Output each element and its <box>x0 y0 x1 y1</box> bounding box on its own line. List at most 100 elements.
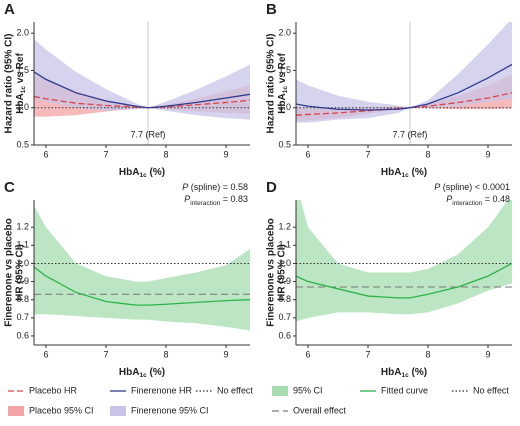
legend-label: Fitted curve <box>381 385 428 395</box>
y-axis-label: HR (95% CI) <box>277 244 288 301</box>
text-part: (%) <box>147 367 165 378</box>
curve <box>296 63 512 111</box>
text-part: HbA <box>381 167 402 178</box>
y-tick-label: 0.6 <box>278 330 291 340</box>
y-tick-label: 0.8 <box>278 294 291 304</box>
y-tick-label: 1.0 <box>278 258 291 268</box>
text-part: = 0.48 <box>482 194 510 204</box>
x-tick-label: 7 <box>103 149 108 159</box>
y-tick-label: 0.9 <box>278 276 291 286</box>
ci-band <box>34 205 250 331</box>
panel-label: C <box>4 179 15 196</box>
y-tick-label: 1.5 <box>278 65 291 75</box>
y-tick-label: 2.0 <box>16 28 29 38</box>
text-part: vs Ref <box>277 53 288 86</box>
x-tick-label: 6 <box>305 349 310 359</box>
text-part: interaction <box>190 200 220 207</box>
x-axis-label: HbA1c (%) <box>119 167 165 180</box>
y-tick-label: 0.5 <box>278 139 291 149</box>
ci-band <box>296 22 512 123</box>
panel-label: D <box>266 179 277 196</box>
x-axis-label: HbA1c (%) <box>381 167 427 180</box>
y-tick-label: 1.1 <box>278 240 291 250</box>
text-part: vs Ref <box>15 53 26 86</box>
y-axis-label: Finerenone vs placebo <box>266 218 277 326</box>
curve <box>296 262 512 299</box>
text-part: (spline) = 0.58 <box>188 182 248 192</box>
y-tick-label: 1.0 <box>16 102 29 112</box>
legend-label: Placebo 95% CI <box>29 405 94 415</box>
ci-band <box>34 39 250 120</box>
curve <box>34 71 250 109</box>
text-part: (%) <box>409 367 427 378</box>
curve <box>34 266 250 306</box>
y-axis-label: Hazard ratio (95% CI) <box>266 33 277 133</box>
x-tick-label: 7 <box>103 349 108 359</box>
text-part: P <box>184 194 190 204</box>
ref-label: 7.7 (Ref) <box>392 129 427 139</box>
legend-swatch <box>272 386 288 396</box>
y-tick-label: 0.9 <box>16 276 29 286</box>
plot-area <box>34 22 250 145</box>
x-tick-label: 6 <box>43 149 48 159</box>
y-axis-label: HbA1c vs Ref <box>15 53 28 114</box>
x-tick-label: 9 <box>485 149 490 159</box>
legend-label: Placebo HR <box>29 385 78 395</box>
text-part: 1c <box>282 86 289 94</box>
panel-label: A <box>4 1 15 18</box>
annotation: Pinteraction = 0.48 <box>446 194 510 207</box>
x-tick-label: 9 <box>223 149 228 159</box>
text-part: P <box>182 182 188 192</box>
annotation: P (spline) < 0.0001 <box>434 182 510 192</box>
legend-swatch <box>110 406 126 416</box>
plot-area <box>296 22 512 145</box>
x-tick-label: 6 <box>305 149 310 159</box>
x-tick-label: 7 <box>365 149 370 159</box>
legend-label: No effect <box>473 385 509 395</box>
legend-label: Finerenone HR <box>131 385 193 395</box>
y-axis-label: HR (95% CI) <box>15 244 26 301</box>
text-part: HbA <box>277 93 288 114</box>
legend-label: No effect <box>217 385 253 395</box>
text-part: HbA <box>15 93 26 114</box>
text-part: 1c <box>20 86 27 94</box>
text-part: interaction <box>452 200 482 207</box>
y-axis-label: Hazard ratio (95% CI) <box>4 33 15 133</box>
y-tick-label: 1.1 <box>16 240 29 250</box>
y-axis-label: Finerenone vs placebo <box>4 218 15 326</box>
y-tick-label: 1.2 <box>278 222 291 232</box>
text-part: (spline) < 0.0001 <box>440 182 510 192</box>
x-tick-label: 6 <box>43 349 48 359</box>
text-part: 1c <box>401 172 409 179</box>
text-part: (%) <box>409 167 427 178</box>
y-tick-label: 1.5 <box>16 65 29 75</box>
y-tick-label: 1.2 <box>16 222 29 232</box>
text-part: (%) <box>147 167 165 178</box>
x-tick-label: 8 <box>163 149 168 159</box>
y-tick-label: 0.6 <box>16 330 29 340</box>
y-tick-label: 2.0 <box>278 28 291 38</box>
annotation: P (spline) = 0.58 <box>182 182 248 192</box>
text-part: HbA <box>119 367 140 378</box>
x-tick-label: 8 <box>425 149 430 159</box>
text-part: HbA <box>119 167 140 178</box>
x-tick-label: 8 <box>425 349 430 359</box>
y-tick-label: 0.7 <box>16 312 29 322</box>
legend-label: Overall effect <box>293 405 346 415</box>
legend-swatch <box>8 406 24 416</box>
legend-label: 95% CI <box>293 385 323 395</box>
text-part: 1c <box>401 372 409 379</box>
y-tick-label: 1.0 <box>16 258 29 268</box>
text-part: P <box>434 182 440 192</box>
plot-area <box>34 205 250 331</box>
y-axis-label: HbA1c vs Ref <box>277 53 290 114</box>
x-tick-label: 8 <box>163 349 168 359</box>
legend-label: Finerenone 95% CI <box>131 405 209 415</box>
panel-label: B <box>266 1 277 18</box>
x-tick-label: 9 <box>485 349 490 359</box>
x-axis-label: HbA1c (%) <box>381 367 427 380</box>
ref-label: 7.7 (Ref) <box>130 129 165 139</box>
x-tick-label: 7 <box>365 349 370 359</box>
plot-area <box>296 200 512 322</box>
